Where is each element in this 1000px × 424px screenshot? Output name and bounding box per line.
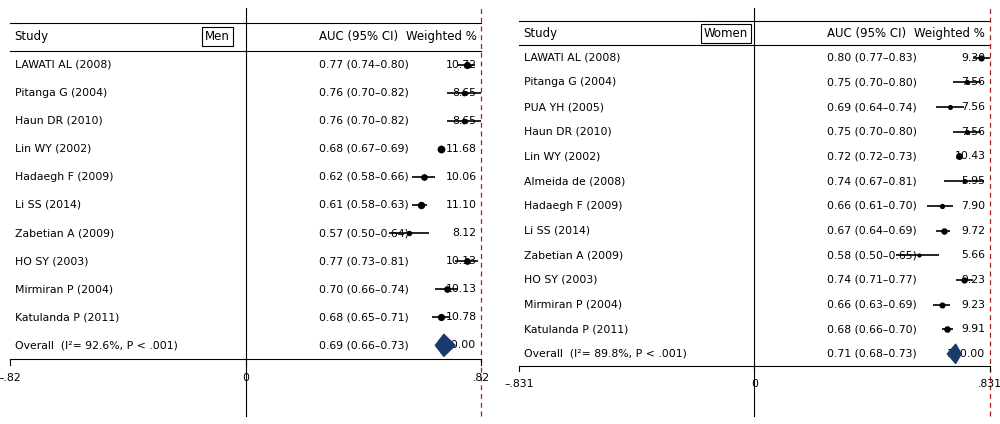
Text: 0.80 (0.77–0.83): 0.80 (0.77–0.83)	[827, 53, 917, 63]
Text: Lin WY (2002): Lin WY (2002)	[524, 151, 600, 162]
Text: Zabetian A (2009): Zabetian A (2009)	[524, 250, 623, 260]
Text: 7.90: 7.90	[961, 201, 985, 211]
Text: 5.95: 5.95	[961, 176, 985, 186]
Polygon shape	[435, 334, 455, 357]
Text: Almeida de (2008): Almeida de (2008)	[524, 176, 625, 186]
Text: 0.72 (0.72–0.73): 0.72 (0.72–0.73)	[827, 151, 917, 162]
Text: Study: Study	[15, 30, 49, 43]
Text: 0.74 (0.71–0.77): 0.74 (0.71–0.77)	[827, 275, 917, 285]
Text: –.831: –.831	[504, 379, 534, 388]
Text: Overall  (I²= 89.8%, P < .001): Overall (I²= 89.8%, P < .001)	[524, 349, 686, 359]
Text: LAWATI AL (2008): LAWATI AL (2008)	[15, 60, 111, 70]
Text: 10.13: 10.13	[445, 256, 476, 266]
Text: Haun DR (2010): Haun DR (2010)	[524, 127, 611, 137]
Text: 0.69 (0.66–0.73): 0.69 (0.66–0.73)	[319, 340, 408, 350]
Text: 7.56: 7.56	[961, 102, 985, 112]
Text: 0.57 (0.50–0.64): 0.57 (0.50–0.64)	[319, 228, 408, 238]
Text: 0.69 (0.64–0.74): 0.69 (0.64–0.74)	[827, 102, 917, 112]
Text: Pitanga G (2004): Pitanga G (2004)	[524, 78, 616, 87]
Text: 100.00: 100.00	[947, 349, 985, 359]
Text: AUC (95% CI): AUC (95% CI)	[319, 30, 398, 43]
Text: 0.62 (0.58–0.66): 0.62 (0.58–0.66)	[319, 172, 408, 182]
Text: 5.66: 5.66	[961, 250, 985, 260]
Text: 7.56: 7.56	[961, 78, 985, 87]
Polygon shape	[947, 344, 961, 364]
Text: 0.77 (0.73–0.81): 0.77 (0.73–0.81)	[319, 256, 408, 266]
Text: Haun DR (2010): Haun DR (2010)	[15, 116, 102, 126]
Text: 9.30: 9.30	[961, 53, 985, 63]
Text: 11.68: 11.68	[446, 144, 476, 154]
Text: 11.10: 11.10	[445, 200, 476, 210]
Text: 9.23: 9.23	[961, 275, 985, 285]
Text: 0.76 (0.70–0.82): 0.76 (0.70–0.82)	[319, 88, 408, 98]
Text: 0.68 (0.67–0.69): 0.68 (0.67–0.69)	[319, 144, 408, 154]
Text: Men: Men	[205, 30, 230, 43]
Text: Zabetian A (2009): Zabetian A (2009)	[15, 228, 114, 238]
Text: Lin WY (2002): Lin WY (2002)	[15, 144, 91, 154]
Text: 9.91: 9.91	[961, 324, 985, 334]
Text: 0.68 (0.65–0.71): 0.68 (0.65–0.71)	[319, 312, 408, 322]
Text: 10.13: 10.13	[445, 284, 476, 294]
Text: Mirmiran P (2004): Mirmiran P (2004)	[524, 299, 622, 310]
Text: 10.43: 10.43	[954, 151, 985, 162]
Text: 0: 0	[751, 379, 758, 388]
Text: HO SY (2003): HO SY (2003)	[524, 275, 597, 285]
Text: AUC (95% CI): AUC (95% CI)	[827, 27, 907, 40]
Text: Katulanda P (2011): Katulanda P (2011)	[15, 312, 119, 322]
Text: 0.66 (0.61–0.70): 0.66 (0.61–0.70)	[827, 201, 917, 211]
Text: Women: Women	[704, 27, 748, 40]
Text: Li SS (2014): Li SS (2014)	[524, 226, 590, 235]
Text: 100.00: 100.00	[438, 340, 476, 350]
Text: 0.58 (0.50–0.65): 0.58 (0.50–0.65)	[827, 250, 917, 260]
Text: Weighted %: Weighted %	[914, 27, 985, 40]
Text: Li SS (2014): Li SS (2014)	[15, 200, 81, 210]
Text: 10.06: 10.06	[445, 172, 476, 182]
Text: .831: .831	[978, 379, 1000, 388]
Text: 0.75 (0.70–0.80): 0.75 (0.70–0.80)	[827, 127, 917, 137]
Text: 8.65: 8.65	[452, 116, 476, 126]
Text: 0.74 (0.67–0.81): 0.74 (0.67–0.81)	[827, 176, 917, 186]
Text: 0.76 (0.70–0.82): 0.76 (0.70–0.82)	[319, 116, 408, 126]
Text: 0.68 (0.66–0.70): 0.68 (0.66–0.70)	[827, 324, 917, 334]
Text: 0.75 (0.70–0.80): 0.75 (0.70–0.80)	[827, 78, 917, 87]
Text: 0.66 (0.63–0.69): 0.66 (0.63–0.69)	[827, 299, 917, 310]
Text: 0.77 (0.74–0.80): 0.77 (0.74–0.80)	[319, 60, 408, 70]
Text: 8.65: 8.65	[452, 88, 476, 98]
Text: 0.71 (0.68–0.73): 0.71 (0.68–0.73)	[827, 349, 917, 359]
Text: 0.61 (0.58–0.63): 0.61 (0.58–0.63)	[319, 200, 408, 210]
Text: PUA YH (2005): PUA YH (2005)	[524, 102, 604, 112]
Text: 0: 0	[242, 374, 249, 383]
Text: Hadaegh F (2009): Hadaegh F (2009)	[15, 172, 113, 182]
Text: –.82: –.82	[0, 374, 21, 383]
Text: 9.72: 9.72	[961, 226, 985, 235]
Text: 9.23: 9.23	[961, 299, 985, 310]
Text: .82: .82	[473, 374, 490, 383]
Text: Study: Study	[524, 27, 558, 40]
Text: 10.78: 10.78	[445, 312, 476, 322]
Text: Overall  (I²= 92.6%, P < .001): Overall (I²= 92.6%, P < .001)	[15, 340, 178, 350]
Text: Mirmiran P (2004): Mirmiran P (2004)	[15, 284, 113, 294]
Text: Weighted %: Weighted %	[406, 30, 476, 43]
Text: 10.72: 10.72	[445, 60, 476, 70]
Text: LAWATI AL (2008): LAWATI AL (2008)	[524, 53, 620, 63]
Text: Pitanga G (2004): Pitanga G (2004)	[15, 88, 107, 98]
Text: 0.67 (0.64–0.69): 0.67 (0.64–0.69)	[827, 226, 917, 235]
Text: Hadaegh F (2009): Hadaegh F (2009)	[524, 201, 622, 211]
Text: HO SY (2003): HO SY (2003)	[15, 256, 88, 266]
Text: Katulanda P (2011): Katulanda P (2011)	[524, 324, 628, 334]
Text: 8.12: 8.12	[452, 228, 476, 238]
Text: 7.56: 7.56	[961, 127, 985, 137]
Text: 0.70 (0.66–0.74): 0.70 (0.66–0.74)	[319, 284, 408, 294]
